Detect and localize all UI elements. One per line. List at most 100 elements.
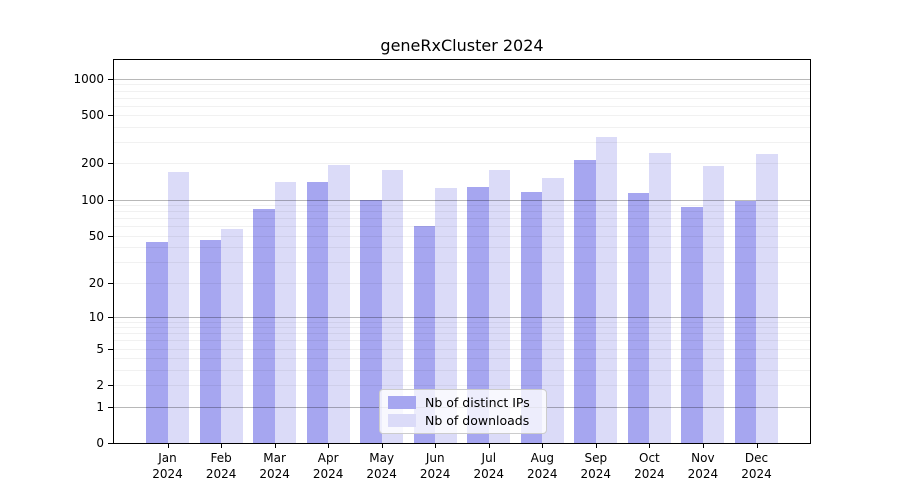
y-tick-label: 1 xyxy=(96,399,104,414)
gridline xyxy=(114,358,810,360)
x-tick-label-jul: Jul 2024 xyxy=(459,450,519,482)
gridline xyxy=(114,262,810,263)
bar-ips-feb xyxy=(199,240,222,443)
x-tick-label-jun: Jun 2024 xyxy=(405,450,465,482)
x-tick-label-oct: Oct 2024 xyxy=(619,450,679,482)
bar-downloads-oct xyxy=(649,152,671,443)
x-tick-mark xyxy=(702,444,704,448)
gridline xyxy=(114,235,810,237)
legend-label-downloads: Nb of downloads xyxy=(425,413,530,428)
gridline xyxy=(114,105,810,107)
y-tick-label: 200 xyxy=(81,156,104,171)
y-tick-mark xyxy=(108,385,113,387)
bar-ips-jun xyxy=(413,226,436,443)
bar-ips-oct xyxy=(627,192,650,443)
gridline xyxy=(114,115,810,117)
legend-item-downloads: Nb of downloads xyxy=(388,413,538,428)
gridline xyxy=(114,316,810,318)
gridline xyxy=(114,247,810,249)
bar-ips-dec xyxy=(734,200,757,443)
x-tick-mark xyxy=(328,444,330,448)
x-tick-label-sep: Sep 2024 xyxy=(566,450,626,482)
bar-ips-jan xyxy=(146,242,168,443)
gridline xyxy=(114,84,810,86)
legend-label-distinct-ips: Nb of distinct IPs xyxy=(425,395,530,410)
x-tick-mark xyxy=(381,444,383,448)
legend: Nb of distinct IPs Nb of downloads xyxy=(379,389,547,434)
y-tick-label: 20 xyxy=(88,275,104,290)
gridline xyxy=(114,218,810,220)
gridline xyxy=(114,90,810,92)
gridline xyxy=(114,199,810,201)
y-tick-label: 0 xyxy=(96,436,104,450)
gridline xyxy=(114,142,810,144)
x-tick-label-apr: Apr 2024 xyxy=(298,450,358,482)
x-tick-mark xyxy=(542,444,544,448)
y-tick-label: 2 xyxy=(96,378,104,393)
bar-downloads-dec xyxy=(756,153,778,443)
x-tick-year: 2024 xyxy=(580,467,612,481)
chart-title: geneRxCluster 2024 xyxy=(380,36,544,55)
legend-swatch-distinct-ips xyxy=(388,396,416,409)
y-tick-mark xyxy=(108,235,113,237)
bar-ips-nov xyxy=(681,206,703,443)
y-tick-mark xyxy=(108,78,113,80)
bar-downloads-apr xyxy=(328,165,350,443)
x-tick-mark xyxy=(274,444,276,448)
bar-ips-may xyxy=(360,199,382,443)
x-tick-label-dec: Dec 2024 xyxy=(727,450,787,482)
bar-downloads-nov xyxy=(702,166,725,443)
gridline xyxy=(114,97,810,99)
y-tick-mark xyxy=(108,199,113,201)
y-tick-mark xyxy=(108,316,113,318)
gridline xyxy=(114,205,810,207)
gridline xyxy=(114,333,810,335)
x-tick-label-nov: Nov 2024 xyxy=(673,450,733,482)
gridline xyxy=(114,321,810,323)
gridline xyxy=(114,78,810,80)
x-tick-year: 2024 xyxy=(205,467,237,481)
x-tick-label-jan: Jan 2024 xyxy=(138,450,198,482)
x-tick-year: 2024 xyxy=(366,467,397,481)
bar-downloads-jun xyxy=(435,187,457,443)
x-tick-year: 2024 xyxy=(312,467,344,481)
gridline xyxy=(114,385,810,387)
bar-ips-apr xyxy=(306,182,329,443)
y-tick-label: 1000 xyxy=(73,71,104,86)
x-tick-label-mar: Mar 2024 xyxy=(245,450,305,482)
bar-ips-aug xyxy=(520,191,543,443)
bar-downloads-feb xyxy=(221,228,243,443)
bar-downloads-sep xyxy=(595,137,618,443)
x-tick-year: 2024 xyxy=(473,467,505,481)
gridline xyxy=(114,211,810,213)
bar-downloads-mar xyxy=(274,182,297,443)
x-tick-mark xyxy=(595,444,597,448)
bar-downloads-jan xyxy=(167,171,190,443)
x-tick-label-aug: Aug 2024 xyxy=(512,450,572,482)
bar-downloads-jul xyxy=(488,170,511,443)
y-tick-mark xyxy=(108,282,113,284)
x-tick-year: 2024 xyxy=(259,467,290,481)
x-tick-mark xyxy=(435,444,437,448)
y-tick-label: 10 xyxy=(88,309,104,324)
x-tick-year: 2024 xyxy=(687,467,719,481)
x-tick-label-feb: Feb 2024 xyxy=(191,450,251,482)
bar-ips-mar xyxy=(253,209,275,443)
y-tick-mark xyxy=(108,163,113,165)
x-tick-mark xyxy=(488,444,490,448)
x-tick-mark xyxy=(756,444,758,448)
y-tick-label: 50 xyxy=(88,228,104,243)
x-tick-label-may: May 2024 xyxy=(352,450,412,482)
x-tick-year: 2024 xyxy=(527,467,558,481)
gridline xyxy=(114,369,810,371)
gridline xyxy=(114,348,810,350)
bar-ips-sep xyxy=(574,159,596,443)
y-tick-mark xyxy=(108,443,113,444)
gridline xyxy=(114,226,810,228)
gridline xyxy=(114,163,810,165)
x-tick-mark xyxy=(649,444,651,448)
gridline xyxy=(114,282,810,284)
y-tick-label: 100 xyxy=(81,192,104,207)
x-tick-mark xyxy=(167,444,169,448)
